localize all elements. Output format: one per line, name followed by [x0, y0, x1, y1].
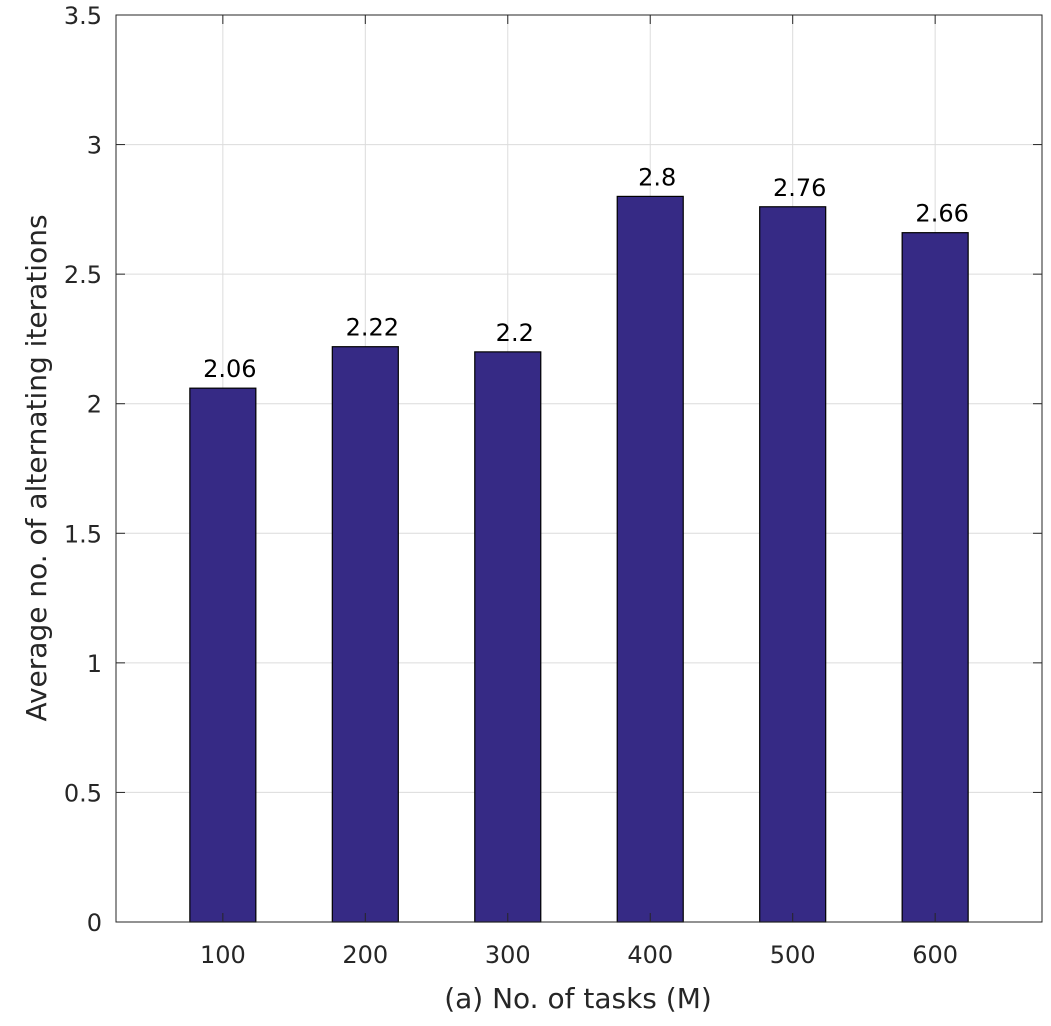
y-tick-label: 1.5 — [64, 520, 102, 548]
bar-200 — [331, 346, 399, 923]
bar-100 — [189, 387, 257, 923]
data-label-300: 2.2 — [496, 319, 534, 347]
data-label-400: 2.8 — [638, 163, 676, 191]
axes — [115, 14, 1043, 923]
y-tick-label: 1 — [87, 650, 102, 678]
x-tick-label: 200 — [342, 941, 388, 969]
y-tick-label: 3 — [87, 132, 102, 160]
bar-500 — [759, 206, 827, 923]
labels: 0 0.5 1 1.5 2 2.5 3 3.5 2.06 100 2.22 200 2.2 300 2.8 4… — [64, 2, 969, 969]
bar-400 — [616, 195, 684, 923]
x-tick-label: 100 — [200, 941, 246, 969]
bar-600 — [901, 232, 969, 923]
data-label-600: 2.66 — [915, 200, 968, 228]
x-axis-title: (a) No. of tasks (M) — [444, 982, 712, 1015]
plot-frame — [115, 14, 1043, 923]
x-tick-label: 500 — [770, 941, 816, 969]
x-tick-label: 600 — [912, 941, 958, 969]
bar-300 — [474, 351, 542, 923]
y-tick-label: 3.5 — [64, 2, 102, 30]
bars — [189, 195, 969, 923]
data-label-200: 2.22 — [346, 314, 399, 342]
y-tick-label: 2 — [87, 391, 102, 419]
y-tick-label: 2.5 — [64, 261, 102, 289]
x-tick-label: 400 — [627, 941, 673, 969]
data-label-100: 2.06 — [203, 355, 256, 383]
y-axis-title: Average no. of alternating iterations — [20, 214, 53, 721]
y-tick-label: 0 — [87, 909, 102, 937]
x-tick-label: 300 — [485, 941, 531, 969]
data-label-500: 2.76 — [773, 174, 826, 202]
y-tick-label: 0.5 — [64, 779, 102, 807]
